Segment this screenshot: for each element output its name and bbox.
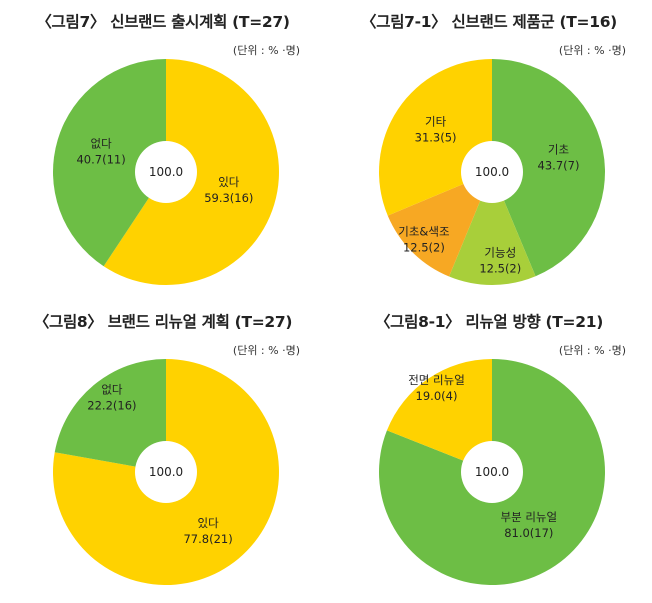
slice-value-label: 77.8(21) [183, 532, 232, 546]
pie-slice-기초&색조 [387, 172, 492, 277]
chart-title: 〈그림7〉 신브랜드 출시계획 (T=27) [36, 13, 290, 31]
donut-chart: 있다 77.8(21) 없다 22.2(16) 100.0 [52, 359, 279, 585]
slice-label: 없다 [91, 137, 113, 151]
unit-label: (단위 : % ·명) [558, 344, 626, 357]
chart-panel-fig8-1: 〈그림8-1〉 리뉴얼 방향 (T=21) (단위 : % ·명) 부분 리뉴얼… [326, 300, 652, 600]
slice-label: 기타 [425, 114, 447, 128]
slice-value-label: 59.3(16) [204, 191, 253, 205]
center-total-label: 100.0 [149, 165, 183, 179]
pie-slice-없다 [54, 359, 166, 472]
slice-value-label: 31.3(5) [415, 130, 457, 144]
center-total-label: 100.0 [149, 465, 183, 479]
unit-label: (단위 : % ·명) [558, 44, 626, 57]
chart-title: 〈그림8-1〉 리뉴얼 방향 (T=21) [374, 313, 603, 331]
donut-chart: 기초 43.7(7) 기능성 12.5(2) 기초&색조 12.5(2) 기타 31.3(5)… [379, 59, 605, 285]
pie-slice-전면 리뉴얼 [386, 359, 492, 472]
chart-panel-fig7-1: 〈그림7-1〉 신브랜드 제품군 (T=16) (단위 : % ·명) 기초 43… [326, 0, 652, 300]
unit-label: (단위 : % ·명) [232, 44, 300, 57]
slice-value-label: 19.0(4) [416, 389, 458, 403]
unit-label: (단위 : % ·명) [232, 344, 300, 357]
slice-label: 기능성 [484, 246, 516, 260]
slice-label: 있다 [198, 516, 220, 530]
slice-label: 있다 [218, 175, 240, 189]
donut-chart: 부분 리뉴얼 81.0(17) 전면 리뉴얼 19.0(4) 100.0 [379, 359, 606, 585]
slice-label: 기초 [548, 143, 569, 157]
chart-title: 〈그림7-1〉 신브랜드 제품군 (T=16) [361, 13, 617, 31]
donut-hole [461, 441, 523, 503]
slice-label: 기초&색조 [398, 225, 449, 239]
center-total-label: 100.0 [475, 465, 509, 479]
pie-slice-기초 [492, 59, 605, 277]
slice-label: 부분 리뉴얼 [501, 510, 558, 524]
donut-hole [461, 141, 523, 203]
donut-chart: 있다 59.3(16) 없다 40.7(11) 100.0 [52, 59, 279, 285]
center-total-label: 100.0 [475, 165, 509, 179]
pie-slice-없다 [52, 59, 166, 267]
slice-value-label: 43.7(7) [538, 159, 580, 173]
chart-title: 〈그림8〉 브랜드 리뉴얼 계획 (T=27) [33, 313, 293, 331]
slice-value-label: 40.7(11) [76, 153, 125, 167]
donut-hole [135, 441, 197, 503]
slice-value-label: 12.5(2) [479, 262, 521, 276]
chart-panel-fig8: 〈그림8〉 브랜드 리뉴얼 계획 (T=27) (단위 : % ·명) 있다 77… [0, 300, 326, 600]
slice-value-label: 12.5(2) [403, 241, 445, 255]
slice-label: 전면 리뉴얼 [408, 373, 465, 387]
slice-value-label: 81.0(17) [504, 526, 553, 540]
pie-slice-기능성 [449, 172, 536, 285]
slice-value-label: 22.2(16) [87, 399, 136, 413]
slice-label: 없다 [101, 383, 123, 397]
chart-panel-fig7: 〈그림7〉 신브랜드 출시계획 (T=27) (단위 : % ·명) 있다 59.… [0, 0, 326, 300]
donut-hole [135, 141, 197, 203]
